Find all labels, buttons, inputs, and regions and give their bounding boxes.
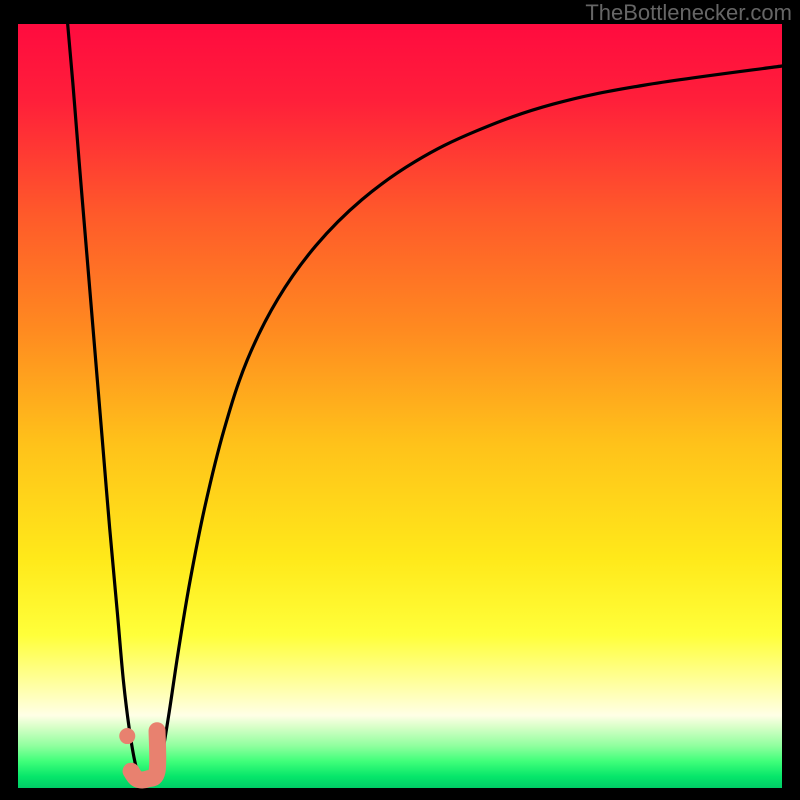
- gradient-plot-background: [18, 24, 782, 788]
- watermark-text: TheBottlenecker.com: [585, 0, 792, 25]
- dot-marker: [119, 728, 135, 744]
- chart-stage: TheBottlenecker.com: [0, 0, 800, 800]
- bottleneck-curve-chart: TheBottlenecker.com: [0, 0, 800, 800]
